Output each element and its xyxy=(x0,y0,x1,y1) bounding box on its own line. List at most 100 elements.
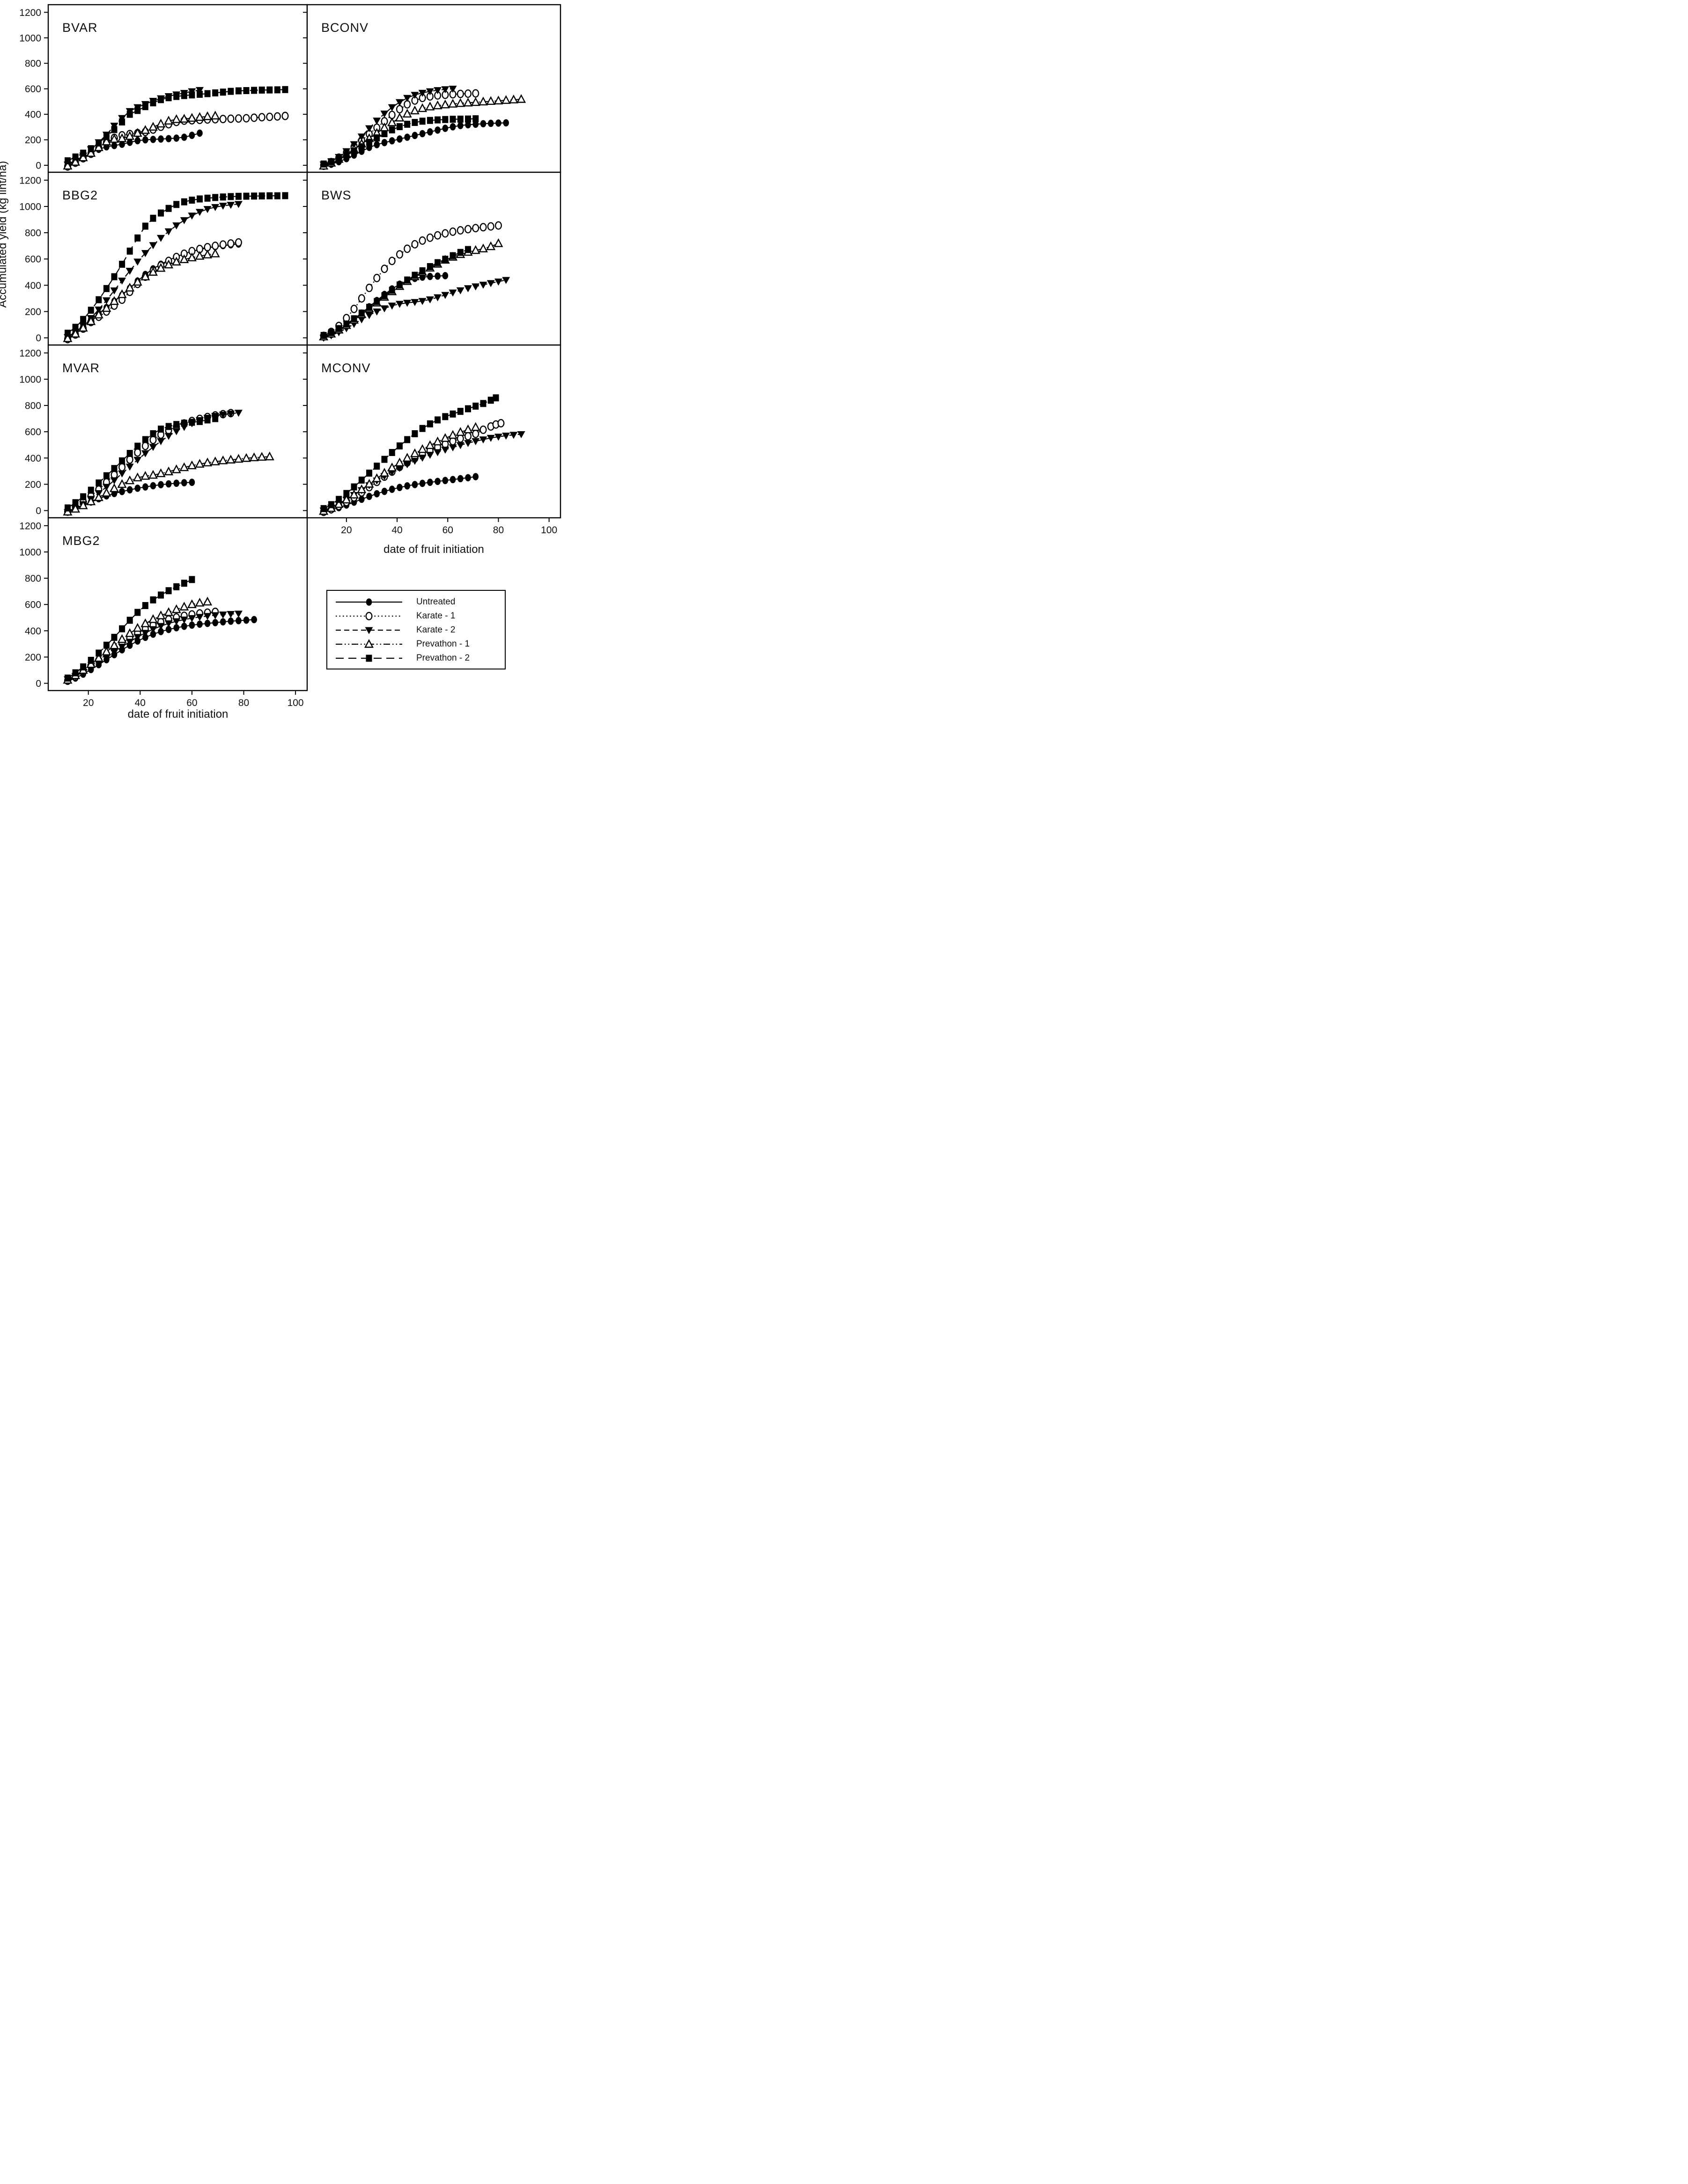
data-point-filled-triangle-down xyxy=(388,302,396,310)
data-point-filled-square xyxy=(336,325,342,332)
data-point-open-triangle-up xyxy=(148,614,158,623)
data-point-open-triangle-up xyxy=(148,122,158,131)
data-point-filled-square xyxy=(173,201,180,208)
data-point-filled-circle xyxy=(119,488,125,495)
data-point-filled-circle xyxy=(181,622,187,630)
data-point-filled-triangle-down xyxy=(373,308,381,316)
data-point-filled-triangle-down xyxy=(234,410,243,417)
data-point-filled-circle xyxy=(165,625,172,633)
data-point-filled-circle xyxy=(442,477,449,485)
data-point-open-triangle-up xyxy=(195,112,205,121)
y-tick-label: 600 xyxy=(25,254,41,265)
data-point-filled-square xyxy=(465,405,472,412)
data-point-filled-triangle-down xyxy=(365,312,374,319)
axis-ticks: 0 200 400 600 800 1000 1200 xyxy=(19,175,296,349)
y-tick-label: 1200 xyxy=(19,348,41,359)
data-point-filled-square xyxy=(450,116,456,123)
data-point-filled-square xyxy=(374,298,380,305)
data-point-open-triangle-up xyxy=(94,309,103,319)
data-point-open-circle xyxy=(464,89,472,98)
data-point-filled-square xyxy=(181,92,187,99)
data-point-filled-square xyxy=(220,88,226,96)
data-point-filled-square xyxy=(165,205,172,212)
data-point-filled-square xyxy=(396,281,403,289)
data-point-filled-triangle-down xyxy=(125,463,134,471)
data-point-filled-triangle-down xyxy=(234,610,243,618)
data-point-open-triangle-up xyxy=(486,96,496,105)
data-point-open-circle xyxy=(396,250,403,259)
data-point-filled-circle xyxy=(427,478,433,486)
data-point-open-triangle-up xyxy=(456,98,465,107)
data-point-filled-triangle-down xyxy=(227,410,235,418)
data-point-open-triangle-up xyxy=(203,250,213,258)
data-point-open-triangle-up xyxy=(478,96,488,106)
y-tick-label: 200 xyxy=(25,652,41,663)
data-point-filled-square xyxy=(173,583,180,590)
panel-MBG2: 0 200 400 600 800 1000 1200 20 40 60 80 100 MBG2 xyxy=(19,517,308,708)
data-point-filled-circle xyxy=(150,135,156,143)
data-point-filled-circle xyxy=(465,121,471,129)
data-point-filled-square xyxy=(80,316,87,323)
data-point-filled-circle xyxy=(366,598,372,606)
data-point-filled-square xyxy=(472,402,479,410)
data-point-open-circle xyxy=(419,236,426,245)
data-point-filled-square xyxy=(142,222,148,230)
data-point-filled-circle xyxy=(435,126,441,134)
data-point-filled-circle xyxy=(181,133,187,141)
data-point-filled-square xyxy=(442,116,449,123)
x-axis-title-left-column: date of fruit initiation xyxy=(127,708,229,721)
data-point-open-triangle-up xyxy=(102,136,111,146)
data-point-filled-square xyxy=(181,198,187,206)
data-point-filled-square xyxy=(282,192,288,199)
y-tick-label: 200 xyxy=(25,135,41,146)
data-point-filled-triangle-down xyxy=(418,89,427,97)
data-point-filled-square xyxy=(457,408,464,415)
data-point-filled-square xyxy=(243,192,250,200)
data-point-filled-triangle-down xyxy=(149,626,157,633)
data-point-filled-square xyxy=(381,130,388,138)
data-point-filled-triangle-down xyxy=(479,436,487,444)
data-point-filled-circle xyxy=(381,487,388,495)
data-point-filled-square xyxy=(343,152,350,159)
legend-sample-filled-square xyxy=(336,654,402,662)
data-point-filled-triangle-down xyxy=(403,95,412,102)
data-point-open-triangle-up xyxy=(448,430,458,439)
data-point-filled-square xyxy=(427,420,433,427)
x-tick-label: 100 xyxy=(541,525,557,536)
data-point-filled-square xyxy=(88,145,94,153)
data-point-filled-square xyxy=(419,425,426,432)
data-point-filled-circle xyxy=(165,135,172,142)
data-point-filled-square xyxy=(197,195,203,203)
data-point-open-triangle-up xyxy=(387,117,397,126)
data-point-filled-circle xyxy=(503,119,509,127)
data-point-open-triangle-up xyxy=(125,628,135,637)
y-tick-label: 600 xyxy=(25,600,41,610)
data-point-filled-square xyxy=(158,591,164,599)
data-point-filled-square xyxy=(111,465,118,472)
data-point-open-triangle-up xyxy=(195,250,205,260)
y-axis-title: Accumulated yield (kg lint/ha) xyxy=(0,161,9,308)
data-point-filled-square xyxy=(150,596,156,603)
data-point-filled-triangle-down xyxy=(219,203,227,210)
y-tick-label: 400 xyxy=(25,453,41,464)
data-point-open-triangle-up xyxy=(140,272,150,280)
data-point-open-triangle-up xyxy=(210,248,220,257)
data-point-filled-square xyxy=(493,394,499,402)
data-point-filled-triangle-down xyxy=(441,447,450,454)
data-point-filled-circle xyxy=(472,473,479,480)
data-point-filled-square xyxy=(389,287,395,294)
data-point-open-triangle-up xyxy=(187,252,197,262)
data-point-filled-triangle-down xyxy=(434,449,442,456)
data-point-open-triangle-up xyxy=(357,484,367,493)
y-tick-label: 0 xyxy=(36,506,41,516)
data-point-filled-square xyxy=(96,139,102,147)
data-point-filled-circle xyxy=(173,134,180,142)
data-point-filled-square xyxy=(72,324,79,331)
data-point-filled-square xyxy=(419,267,426,274)
data-point-open-triangle-up xyxy=(125,131,135,140)
data-point-filled-square xyxy=(126,617,133,624)
data-point-filled-square xyxy=(111,273,118,280)
data-point-filled-square xyxy=(142,103,148,110)
data-point-filled-square xyxy=(212,194,219,201)
data-point-filled-square xyxy=(197,90,203,98)
